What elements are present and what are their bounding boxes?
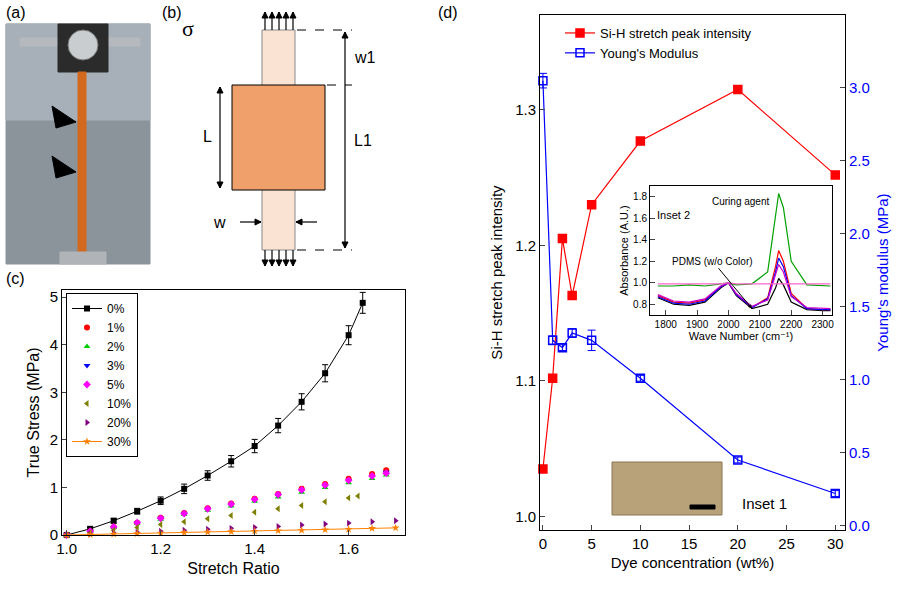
svg-text:2300: 2300 — [811, 319, 834, 330]
svg-text:30%: 30% — [107, 435, 131, 449]
svg-text:0.8: 0.8 — [633, 299, 647, 310]
svg-text:2000: 2000 — [717, 319, 740, 330]
svg-text:3%: 3% — [107, 359, 125, 373]
svg-text:2200: 2200 — [780, 319, 803, 330]
svg-text:30: 30 — [827, 535, 844, 552]
svg-text:5%: 5% — [107, 378, 125, 392]
svg-text:1.2: 1.2 — [515, 237, 536, 254]
svg-text:5: 5 — [50, 288, 58, 305]
svg-text:15: 15 — [681, 535, 698, 552]
svg-text:1.5: 1.5 — [849, 298, 870, 315]
svg-text:1.8: 1.8 — [633, 191, 647, 202]
svg-text:2: 2 — [50, 431, 58, 448]
svg-text:Absorbance (A.U.): Absorbance (A.U.) — [618, 205, 630, 295]
svg-text:1.4: 1.4 — [633, 234, 647, 245]
svg-text:1.4: 1.4 — [244, 540, 265, 557]
svg-text:(d): (d) — [438, 4, 458, 21]
svg-text:Young's modulus (MPa): Young's modulus (MPa) — [874, 193, 891, 351]
svg-text:Dye concentration (wt%): Dye concentration (wt%) — [611, 554, 774, 571]
svg-text:2%: 2% — [107, 340, 125, 354]
svg-text:3: 3 — [50, 384, 58, 401]
svg-text:Curing agent: Curing agent — [712, 196, 769, 207]
svg-text:25: 25 — [778, 535, 795, 552]
svg-text:20: 20 — [729, 535, 746, 552]
svg-text:0: 0 — [539, 535, 547, 552]
svg-text:1.1: 1.1 — [515, 372, 536, 389]
svg-text:w1: w1 — [354, 49, 376, 66]
svg-text:1900: 1900 — [686, 319, 709, 330]
svg-text:PDMS (w/o Color): PDMS (w/o Color) — [672, 256, 753, 267]
svg-text:(a): (a) — [6, 4, 26, 21]
svg-text:σ: σ — [182, 16, 194, 41]
svg-text:20%: 20% — [107, 416, 131, 430]
svg-text:Inset 1: Inset 1 — [742, 495, 787, 512]
svg-text:1.0: 1.0 — [633, 277, 647, 288]
svg-text:10: 10 — [632, 535, 649, 552]
svg-text:2.5: 2.5 — [849, 152, 870, 169]
svg-text:10%: 10% — [107, 397, 131, 411]
svg-text:1.3: 1.3 — [515, 101, 536, 118]
svg-text:(b): (b) — [162, 4, 182, 21]
svg-text:0%: 0% — [107, 302, 125, 316]
svg-text:1.0: 1.0 — [849, 371, 870, 388]
svg-text:Inset 2: Inset 2 — [657, 209, 690, 221]
svg-text:3.0: 3.0 — [849, 79, 870, 96]
svg-text:1800: 1800 — [655, 319, 678, 330]
svg-text:True Stress (MPa): True Stress (MPa) — [25, 347, 42, 477]
svg-text:1.6: 1.6 — [338, 540, 359, 557]
svg-text:2.0: 2.0 — [849, 225, 870, 242]
svg-text:L1: L1 — [354, 132, 372, 149]
svg-text:1: 1 — [50, 479, 58, 496]
svg-text:0.0: 0.0 — [849, 517, 870, 534]
svg-text:4: 4 — [50, 336, 58, 353]
svg-text:L: L — [203, 128, 212, 145]
svg-text:0: 0 — [50, 526, 58, 543]
svg-text:1.6: 1.6 — [633, 213, 647, 224]
svg-text:Stretch Ratio: Stretch Ratio — [187, 560, 280, 577]
svg-text:w: w — [213, 214, 226, 231]
svg-text:(c): (c) — [6, 270, 25, 287]
svg-text:1.2: 1.2 — [150, 540, 171, 557]
svg-text:Young's Modulus: Young's Modulus — [600, 46, 699, 61]
svg-text:Si-H stretch peak intensity: Si-H stretch peak intensity — [600, 26, 752, 41]
svg-text:0.5: 0.5 — [849, 444, 870, 461]
svg-text:1.0: 1.0 — [56, 540, 77, 557]
svg-text:Wave Number (cm⁻¹): Wave Number (cm⁻¹) — [689, 330, 793, 342]
svg-text:Si-H stretch peak intensity: Si-H stretch peak intensity — [488, 185, 505, 360]
svg-text:5: 5 — [587, 535, 595, 552]
svg-text:1.0: 1.0 — [515, 508, 536, 525]
svg-text:1.2: 1.2 — [633, 256, 647, 267]
svg-text:1%: 1% — [107, 321, 125, 335]
svg-text:2100: 2100 — [749, 319, 772, 330]
